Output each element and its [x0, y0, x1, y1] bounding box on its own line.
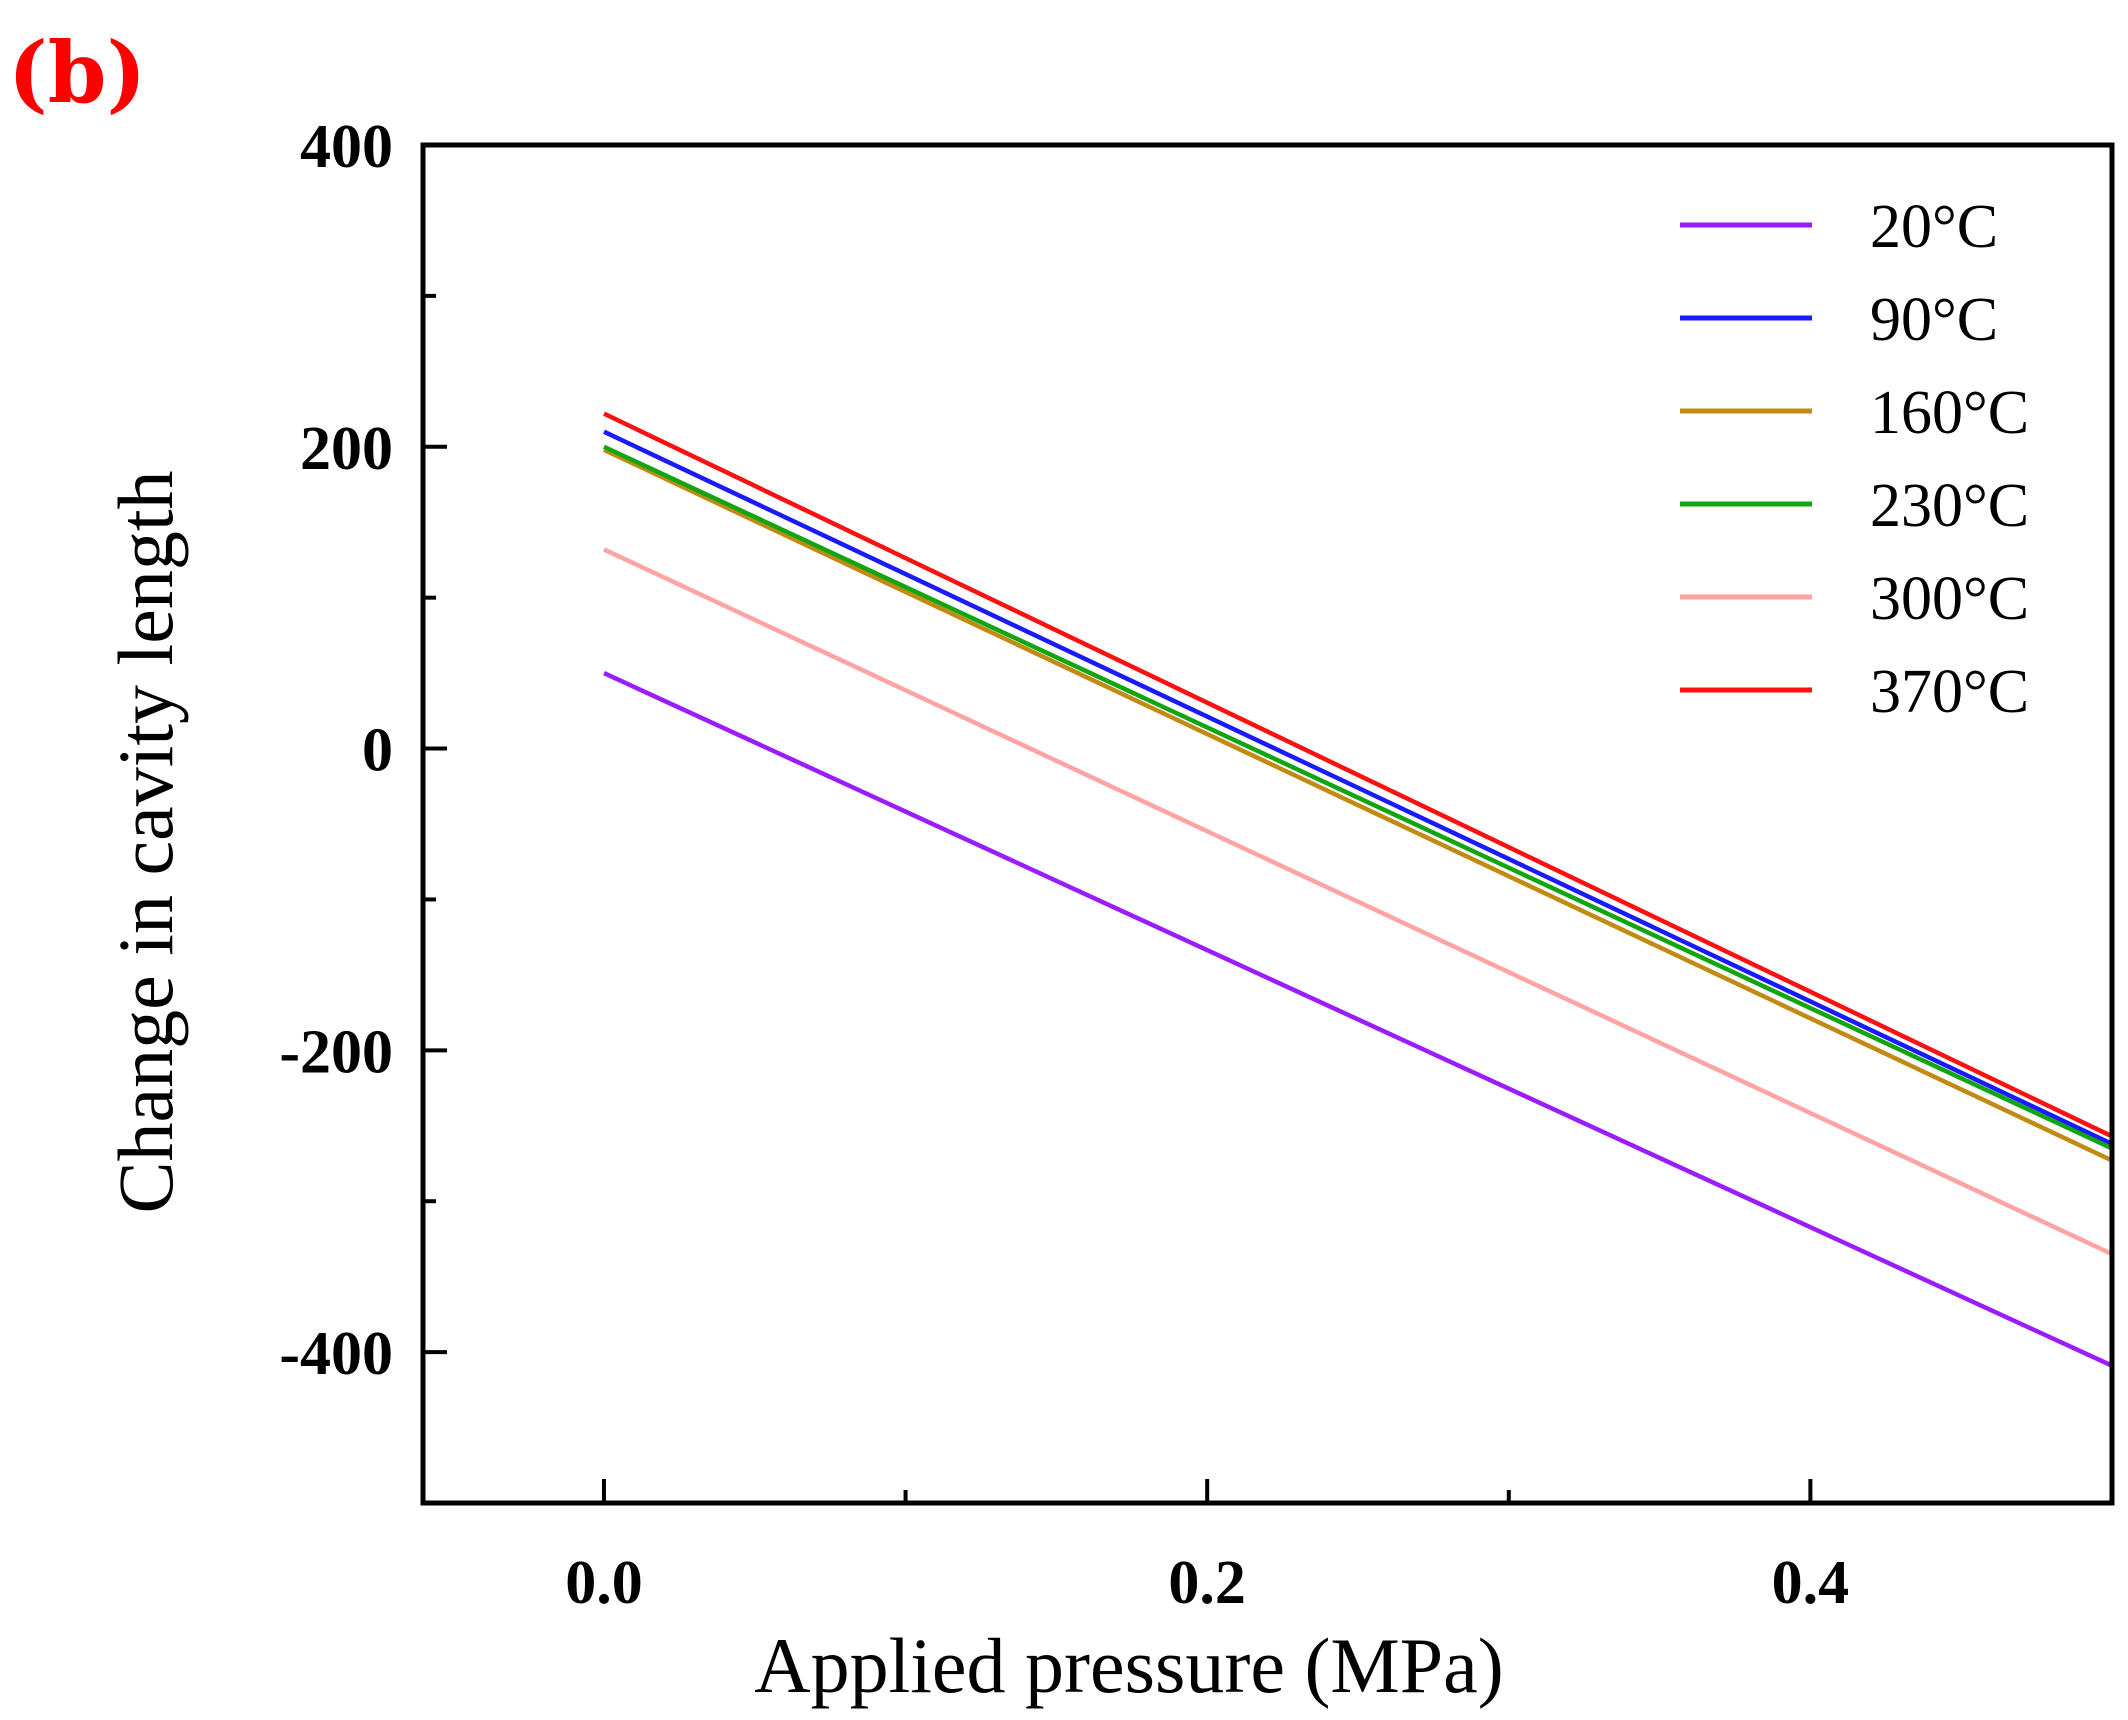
y-tick-label: 400 [300, 113, 393, 181]
panel-label: (b) [8, 23, 146, 122]
y-axis-title: Change in cavity length [102, 471, 189, 1214]
x-tick-label: 0.2 [1168, 1549, 1246, 1617]
series-line-90c [603, 429, 2113, 1146]
series-line-160c [603, 447, 2113, 1163]
y-tick-label: -400 [279, 1320, 393, 1388]
legend-label: 90°C [1870, 286, 1998, 354]
legend-label: 20°C [1870, 193, 1998, 261]
axis-ticks: 0.0 0.2 0.4 400 200 0 -200 -400 [279, 113, 1849, 1617]
plot-frame [420, 142, 2115, 1506]
y-tick-label: -200 [279, 1018, 393, 1086]
series-lines [603, 411, 2113, 1368]
x-tick-label: 0.4 [1772, 1549, 1850, 1617]
y-tick-label: 200 [300, 415, 393, 483]
series-line-230c [603, 444, 2113, 1151]
x-tick-label: 0.0 [565, 1549, 643, 1617]
legend-label: 370°C [1870, 658, 2029, 726]
y-tick-label: 0 [362, 717, 393, 785]
series-line-370c [603, 411, 2113, 1139]
legend-label: 300°C [1870, 565, 2029, 633]
legend-label: 160°C [1870, 379, 2029, 447]
legend-label: 230°C [1870, 472, 2029, 540]
series-line-20c [603, 671, 2113, 1368]
legend: 20°C 90°C 160°C 230°C 300°C 370°C [1680, 193, 2029, 726]
series-line-300c [603, 547, 2113, 1257]
x-axis-title: Applied pressure (MPa) [754, 1622, 1504, 1709]
